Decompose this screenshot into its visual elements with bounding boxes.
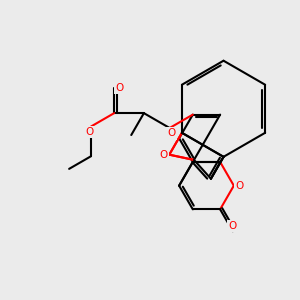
- Text: O: O: [116, 83, 124, 93]
- Text: O: O: [85, 127, 94, 137]
- Text: O: O: [167, 128, 175, 138]
- Text: O: O: [235, 181, 243, 191]
- Text: O: O: [229, 221, 237, 231]
- Text: O: O: [160, 150, 168, 160]
